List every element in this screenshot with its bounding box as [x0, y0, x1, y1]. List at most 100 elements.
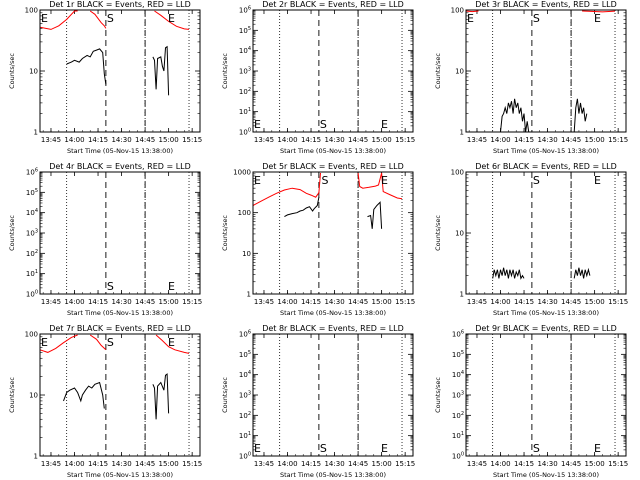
plot-frame: [39, 333, 201, 457]
start-marker: S: [321, 174, 328, 187]
x-tick-label: 13:45: [467, 298, 487, 306]
lld-series-line: [39, 334, 78, 353]
x-tick-label: 14:45: [561, 298, 581, 306]
y-tick-label: 1000: [233, 169, 251, 177]
x-tick-label: 14:15: [514, 298, 534, 306]
start-marker: S: [107, 336, 114, 349]
y-tick-label: 1: [34, 129, 38, 137]
lld-series-line: [89, 334, 107, 351]
plot-frame: [39, 171, 201, 295]
x-axis-label: Start Time (05-Nov-15 13:38:00): [67, 471, 173, 479]
x-tick-label: 13:45: [254, 136, 274, 144]
x-tick-label: 13:45: [254, 298, 274, 306]
events-series-line: [284, 197, 320, 218]
events-series-line: [573, 98, 588, 133]
start-marker: S: [107, 12, 114, 25]
events-series-line: [500, 98, 530, 133]
y-tick-label: 105: [26, 188, 38, 197]
x-tick-label: 13:45: [467, 136, 487, 144]
y-tick-label: 102: [239, 87, 251, 96]
panel-title: Det 7r BLACK = Events, RED = LLD: [49, 324, 191, 333]
y-tick-label: 10: [29, 392, 38, 400]
y-tick-label: 101: [239, 107, 251, 116]
lld-series-line: [252, 172, 321, 206]
x-tick-label: 15:00: [159, 460, 179, 468]
x-tick-label: 14:45: [135, 460, 155, 468]
x-tick-label: 14:30: [111, 460, 131, 468]
y-tick-label: 104: [239, 46, 251, 55]
x-tick-label: 14:15: [301, 136, 321, 144]
y-tick-label: 101: [452, 431, 464, 440]
x-tick-label: 14:45: [348, 460, 368, 468]
x-axis-label: Start Time (05-Nov-15 13:38:00): [67, 147, 173, 155]
y-axis-label: Counts/sec: [8, 53, 16, 89]
y-tick-label: 102: [26, 249, 38, 258]
end-marker: E: [168, 280, 175, 293]
y-tick-label: 100: [452, 452, 464, 461]
x-tick-label: 14:00: [64, 460, 84, 468]
x-tick-label: 14:30: [111, 136, 131, 144]
y-tick-label: 106: [239, 6, 251, 15]
x-tick-label: 15:15: [182, 136, 202, 144]
x-tick-label: 14:15: [88, 460, 108, 468]
panel-p9: Det 9r BLACK = Events, RED = LLD Counts/s…: [434, 324, 628, 479]
x-tick-label: 15:15: [395, 460, 415, 468]
x-tick-label: 15:00: [159, 298, 179, 306]
x-tick-label: 15:15: [395, 136, 415, 144]
x-axis-label: Start Time (05-Nov-15 13:38:00): [280, 309, 386, 317]
x-tick-label: 14:15: [88, 136, 108, 144]
end-marker: E: [41, 12, 48, 25]
y-tick-label: 10: [455, 230, 464, 238]
y-tick-label: 1: [247, 291, 251, 299]
x-tick-label: 13:45: [41, 298, 61, 306]
y-tick-label: 103: [239, 67, 251, 76]
y-tick-label: 10: [242, 250, 251, 258]
x-tick-label: 14:15: [301, 298, 321, 306]
x-tick-label: 15:00: [372, 460, 392, 468]
x-tick-label: 15:00: [585, 298, 605, 306]
y-tick-label: 100: [451, 169, 464, 177]
plot-frame: [252, 171, 414, 295]
panel-p2: Det 2r BLACK = Events, RED = LLD Counts/s…: [221, 0, 415, 155]
panel-title: Det 4r BLACK = Events, RED = LLD: [49, 162, 191, 171]
x-tick-label: 14:45: [135, 298, 155, 306]
panel-title: Det 1r BLACK = Events, RED = LLD: [49, 0, 191, 9]
y-tick-label: 102: [452, 411, 464, 420]
plot-frame: [465, 9, 627, 133]
y-tick-label: 100: [239, 128, 251, 137]
y-axis-label: Counts/sec: [8, 215, 16, 251]
end-marker: E: [381, 118, 388, 131]
y-tick-label: 100: [238, 209, 251, 217]
end-marker: E: [254, 442, 261, 455]
x-tick-label: 14:30: [537, 136, 557, 144]
x-tick-label: 14:45: [348, 136, 368, 144]
end-marker: E: [254, 174, 261, 187]
x-tick-label: 13:45: [41, 460, 61, 468]
y-axis-label: Counts/sec: [8, 377, 16, 413]
y-tick-label: 102: [239, 411, 251, 420]
lld-series-line: [357, 172, 403, 200]
plot-frame: [252, 333, 414, 457]
panel-p5: Det 5r BLACK = Events, RED = LLD Counts/s…: [221, 162, 415, 317]
start-marker: S: [533, 174, 540, 187]
y-tick-label: 106: [452, 330, 464, 339]
x-axis-label: Start Time (05-Nov-15 13:38:00): [493, 309, 599, 317]
x-tick-label: 15:15: [182, 460, 202, 468]
x-tick-label: 14:45: [561, 136, 581, 144]
y-tick-label: 100: [26, 290, 38, 299]
x-tick-label: 14:30: [537, 298, 557, 306]
panel-p4: Det 4r BLACK = Events, RED = LLD Counts/s…: [8, 162, 202, 317]
y-axis-label: Counts/sec: [434, 377, 442, 413]
end-marker: E: [594, 12, 601, 25]
x-tick-label: 15:00: [159, 136, 179, 144]
plot-frame: [465, 171, 627, 295]
end-marker: E: [467, 12, 474, 25]
panel-title: Det 2r BLACK = Events, RED = LLD: [262, 0, 404, 9]
end-marker: E: [594, 442, 601, 455]
x-tick-label: 14:30: [324, 136, 344, 144]
panel-p7: Det 7r BLACK = Events, RED = LLD Counts/s…: [8, 324, 202, 479]
y-axis-label: Counts/sec: [221, 377, 229, 413]
end-marker: E: [168, 12, 175, 25]
panel-p1: Det 1r BLACK = Events, RED = LLD Counts/s…: [8, 0, 202, 155]
